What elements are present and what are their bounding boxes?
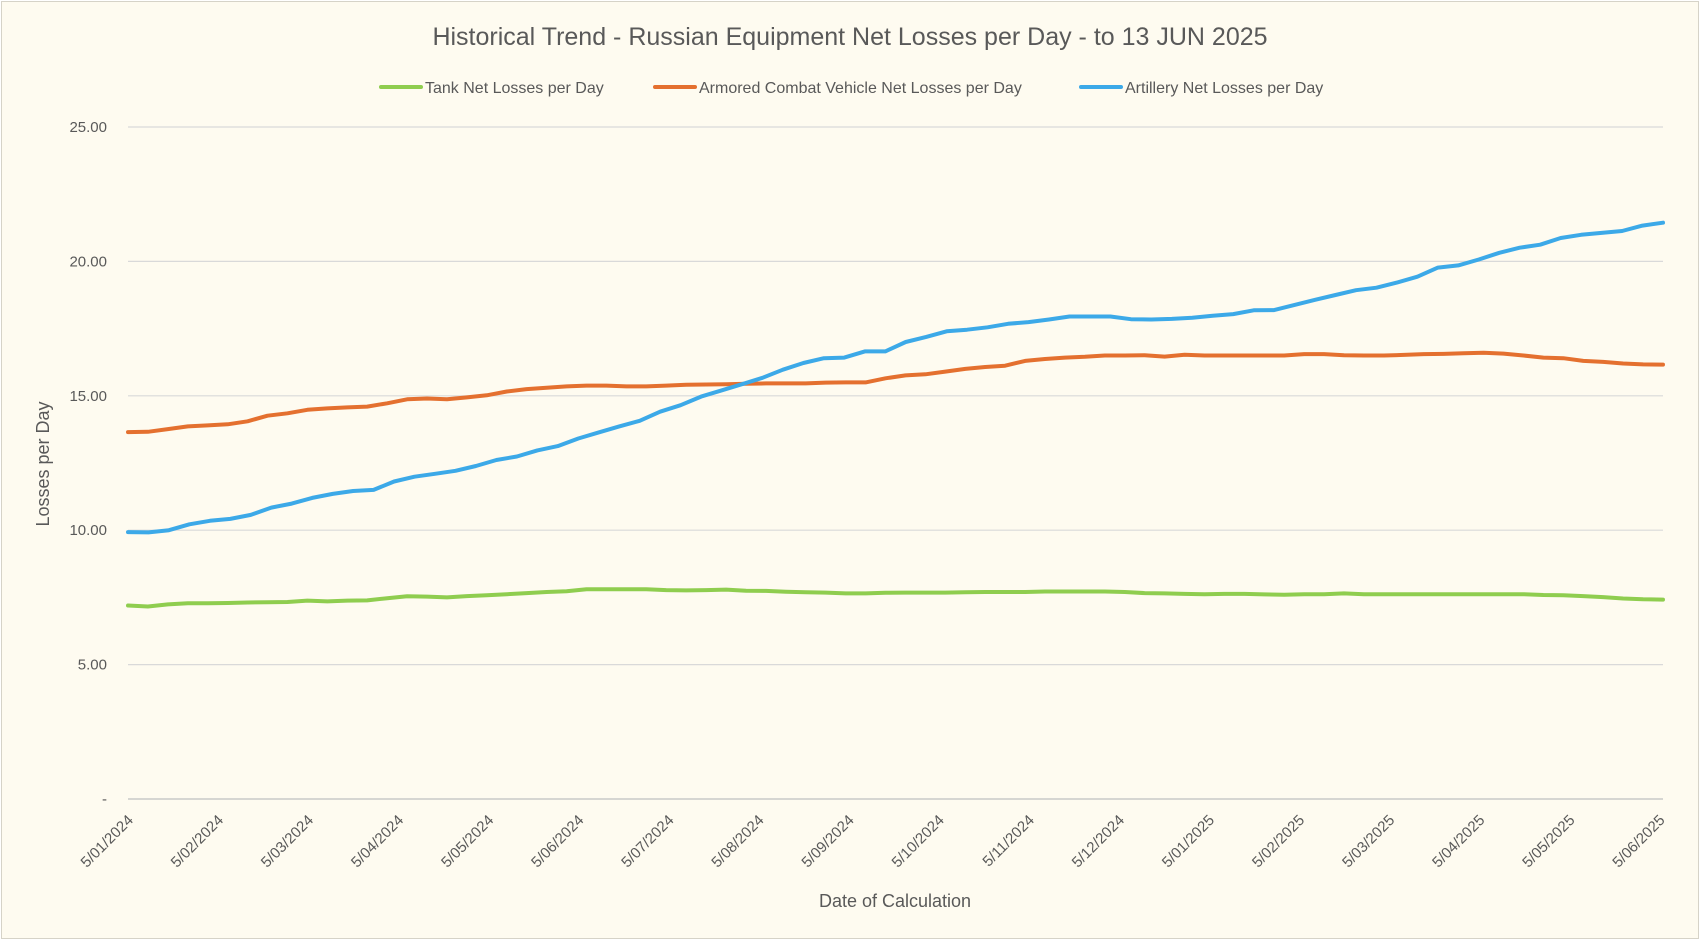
- legend-label-3: Artillery Net Losses per Day: [1125, 80, 1323, 97]
- x-tick-label: 5/01/2025: [1159, 812, 1218, 871]
- x-tick-label: 5/07/2024: [618, 812, 677, 871]
- x-tick-label: 5/04/2025: [1429, 812, 1488, 871]
- series-line-3: [126, 220, 1665, 535]
- x-tick-label: 5/03/2025: [1339, 812, 1398, 871]
- x-tick-label: 5/05/2025: [1519, 812, 1578, 871]
- legend-label-2: Armored Combat Vehicle Net Losses per Da…: [699, 80, 1022, 97]
- y-axis-ticks: - 5.00 10.00 15.00 20.00 25.00: [69, 119, 107, 808]
- y-tick-label: 15.00: [69, 388, 107, 405]
- legend-label-1: Tank Net Losses per Day: [425, 80, 604, 97]
- y-tick-label: 25.00: [69, 119, 107, 136]
- series-lines: [126, 220, 1665, 609]
- x-axis-ticks: 5/01/2024 5/02/2024 5/03/2024 5/04/2024 5/05…: [78, 812, 1669, 871]
- x-tick-label: 5/03/2024: [258, 812, 317, 871]
- x-axis-title: Date of Calculation: [819, 891, 971, 911]
- y-axis-title: Losses per Day: [33, 401, 53, 526]
- y-tick-label: -: [102, 791, 107, 808]
- x-tick-label: 5/02/2024: [168, 812, 227, 871]
- x-tick-label: 5/11/2024: [979, 812, 1037, 870]
- x-tick-label: 5/06/2025: [1609, 812, 1668, 871]
- x-tick-label: 5/06/2024: [528, 812, 587, 871]
- y-tick-label: 10.00: [69, 522, 107, 539]
- series-line-2: [126, 350, 1665, 435]
- y-tick-label: 20.00: [69, 253, 107, 270]
- legend: Tank Net Losses per Day Armored Combat Ve…: [379, 80, 1323, 97]
- x-tick-label: 5/01/2024: [78, 812, 137, 871]
- x-tick-label: 5/05/2024: [438, 812, 497, 871]
- y-tick-label: 5.00: [78, 657, 107, 674]
- x-tick-label: 5/08/2024: [708, 812, 767, 871]
- x-tick-label: 5/09/2024: [798, 812, 857, 871]
- gridlines: [128, 126, 1663, 800]
- x-tick-label: 5/02/2025: [1249, 812, 1308, 871]
- x-tick-label: 5/04/2024: [348, 812, 407, 871]
- series-line-1: [126, 587, 1665, 609]
- x-tick-label: 5/10/2024: [889, 812, 948, 871]
- chart-title: Historical Trend - Russian Equipment Net…: [432, 23, 1267, 51]
- x-tick-label: 5/12/2024: [1069, 812, 1128, 871]
